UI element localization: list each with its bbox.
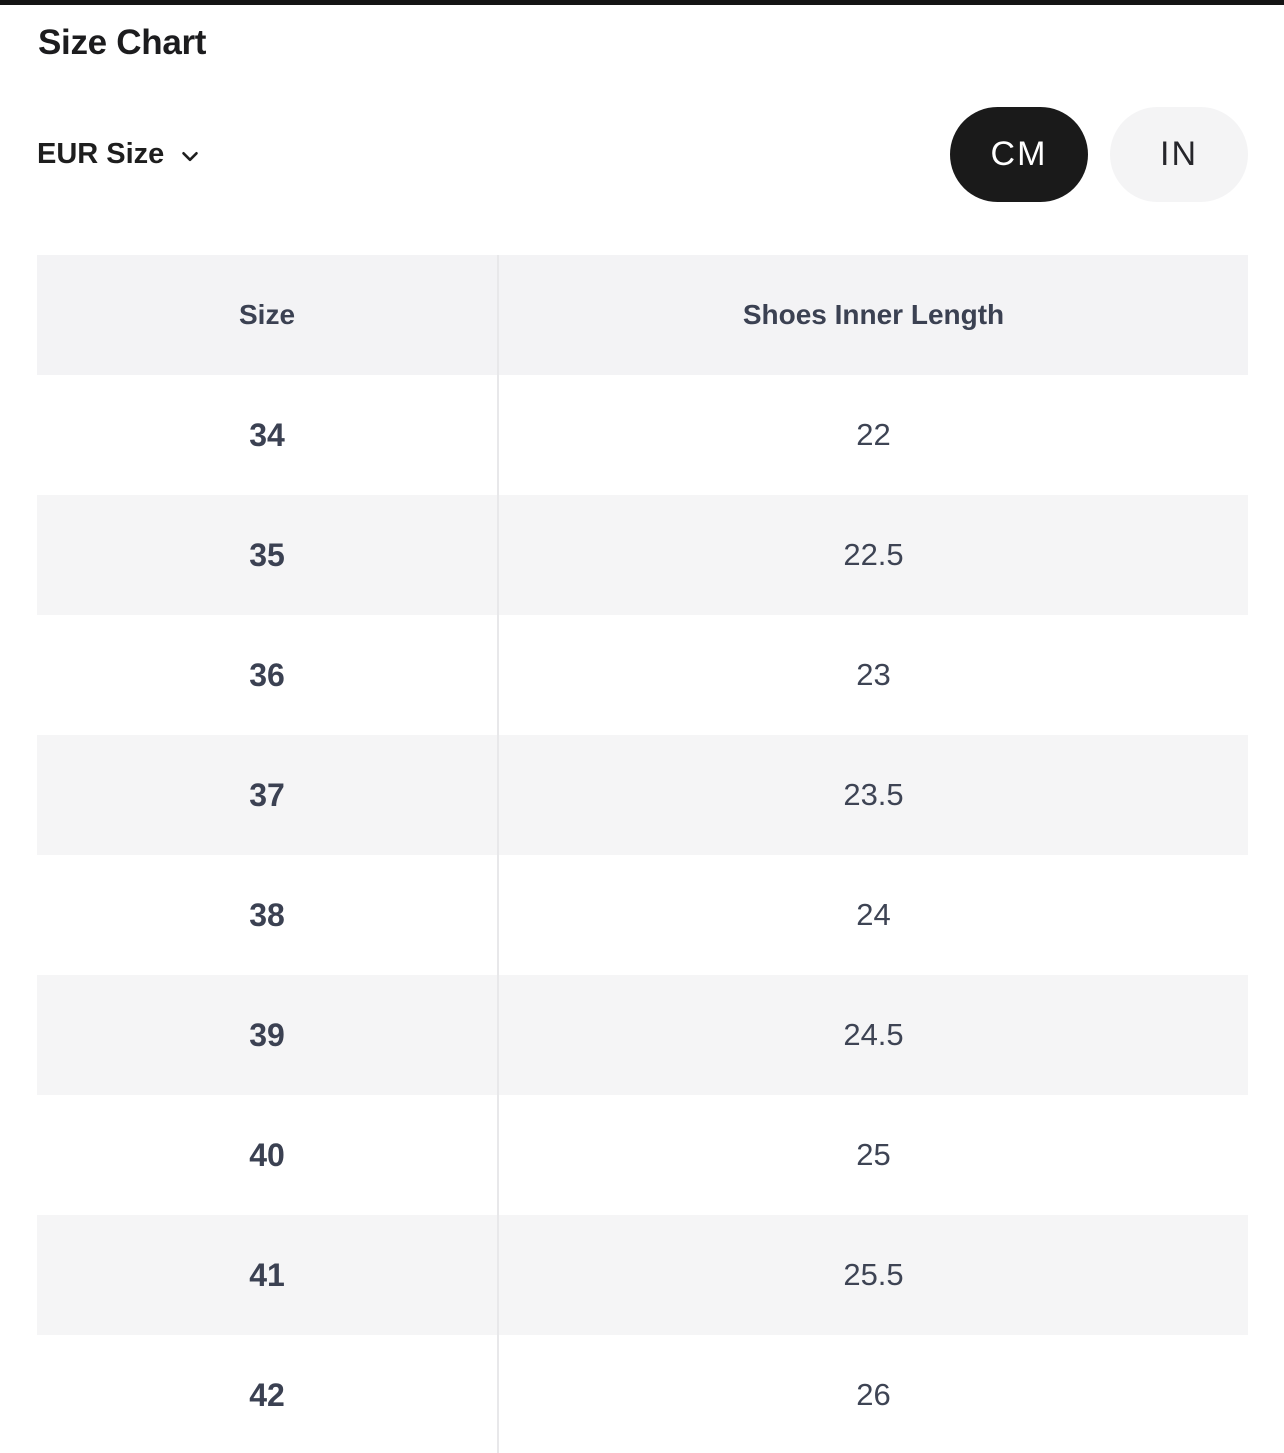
- chevron-down-icon: [177, 143, 203, 169]
- length-cell: 25.5: [498, 1215, 1248, 1335]
- length-cell: 25: [856, 1137, 891, 1172]
- size-cell: 35: [37, 495, 499, 615]
- table-row: 36 23: [37, 615, 1248, 735]
- length-cell: 22.5: [498, 495, 1248, 615]
- size-table-header-row: Size Shoes Inner Length: [37, 255, 1248, 375]
- size-cell: 34: [37, 375, 499, 495]
- table-row: 41 25.5: [37, 1215, 1248, 1335]
- size-cell: 39: [37, 975, 499, 1095]
- length-cell: 26: [856, 1377, 891, 1412]
- table-row: 38 24: [37, 855, 1248, 975]
- size-cell: 41: [37, 1215, 499, 1335]
- length-cell: 23.5: [498, 735, 1248, 855]
- length-cell: 24.5: [498, 975, 1248, 1095]
- unit-cm-button[interactable]: CM: [950, 106, 1088, 202]
- size-cell: 40: [37, 1095, 499, 1215]
- top-divider-bar: [0, 0, 1284, 5]
- size-chart-content: Size Chart EUR Size CM IN: [0, 22, 1284, 1453]
- size-cell: 38: [37, 855, 499, 975]
- size-system-label: EUR Size: [37, 137, 165, 170]
- controls-row: EUR Size CM IN: [37, 105, 1248, 203]
- table-row: 42 26: [37, 1335, 1248, 1453]
- page-title: Size Chart: [38, 23, 207, 62]
- table-row: 34 22: [37, 375, 1248, 495]
- column-header-size: Size: [37, 255, 499, 375]
- length-cell: 22: [856, 417, 891, 452]
- table-row: 40 25: [37, 1095, 1248, 1215]
- length-cell: 24: [856, 897, 891, 932]
- size-table: Size Shoes Inner Length 34 22 35 22.5 36…: [37, 255, 1248, 1453]
- size-cell: 37: [37, 735, 499, 855]
- size-cell: 36: [37, 615, 499, 735]
- table-row: 37 23.5: [37, 735, 1248, 855]
- size-cell: 42: [37, 1335, 499, 1453]
- unit-in-button[interactable]: IN: [1110, 106, 1248, 202]
- size-system-dropdown[interactable]: EUR Size: [37, 138, 203, 171]
- table-row: 35 22.5: [37, 495, 1248, 615]
- size-table-body: 34 22 35 22.5 36 23 37 23.5 38 24 39 24.…: [37, 375, 1248, 1453]
- unit-toggle: CM IN: [950, 106, 1248, 202]
- table-row: 39 24.5: [37, 975, 1248, 1095]
- length-cell: 23: [856, 657, 891, 692]
- column-header-length: Shoes Inner Length: [498, 255, 1248, 375]
